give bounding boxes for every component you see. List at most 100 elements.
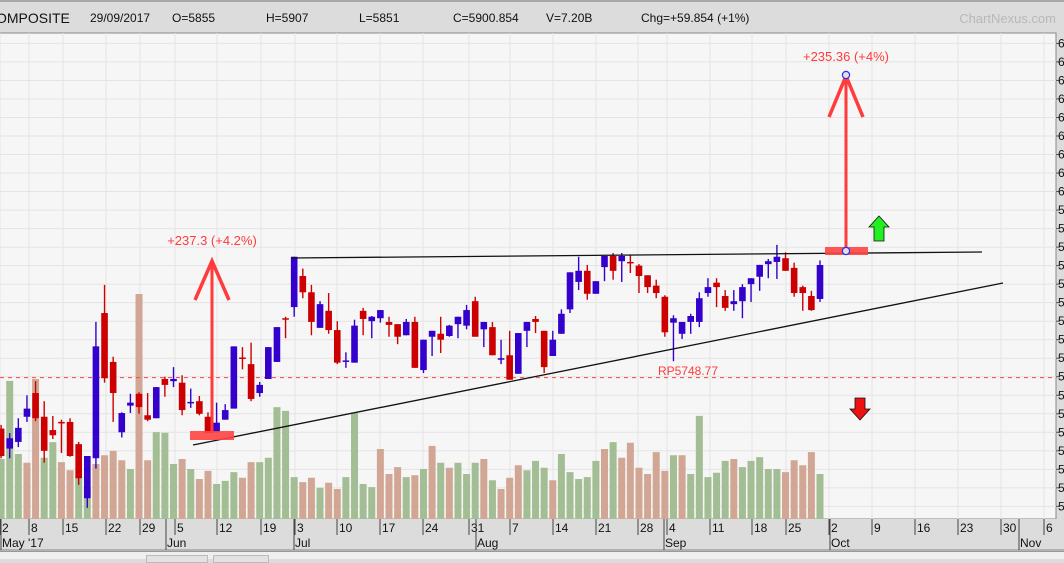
candle <box>808 290 815 311</box>
candle <box>661 295 669 337</box>
candle <box>739 284 746 319</box>
volume-bar <box>557 454 565 519</box>
candle-body <box>325 310 332 331</box>
volume-bar <box>230 472 238 519</box>
candle-body <box>644 275 651 288</box>
volume-bar <box>790 460 798 519</box>
candle <box>256 381 263 397</box>
candle-body <box>385 321 393 325</box>
candle-body <box>463 310 470 326</box>
quote-header: OMPOSITE 29/09/2017 O=5855 H=5907 L=5851… <box>0 2 1064 33</box>
candle-body <box>368 316 376 322</box>
left-measure-arrow[interactable] <box>190 256 234 440</box>
candle-body <box>549 339 557 357</box>
x-tick-label: 2 <box>2 521 9 535</box>
volume-bar <box>816 474 824 519</box>
volume-bar <box>66 470 74 519</box>
candle-body <box>109 361 117 394</box>
candle <box>118 412 126 438</box>
volume-bar <box>282 410 290 519</box>
candle <box>290 256 298 317</box>
volume-bar <box>807 452 815 519</box>
volume-bar <box>773 469 781 519</box>
volume-bar <box>402 477 410 519</box>
candle <box>247 342 255 402</box>
candle-body <box>0 428 5 457</box>
month-label: Sep <box>665 536 687 550</box>
volume-bar <box>488 480 496 519</box>
candle <box>265 347 272 379</box>
y-tick-label: 6100 <box>1058 110 1064 124</box>
candle <box>652 279 660 299</box>
candle <box>187 388 195 408</box>
x-tick-label: 12 <box>219 521 233 535</box>
candle-body <box>221 410 229 420</box>
volume-bar <box>730 459 738 519</box>
volume-bar <box>394 467 402 519</box>
volume-bar <box>178 459 186 519</box>
candle-body <box>678 321 686 334</box>
x-tick-label: 24 <box>425 521 439 535</box>
candle-body <box>532 318 539 322</box>
left-move-label: +237.3 (+4.2%) <box>167 233 257 248</box>
volume-bar <box>454 462 462 519</box>
volume-bar <box>514 465 522 519</box>
candle <box>618 253 626 282</box>
y-axis: 6200 6175 6150 6125 6100 6075 6050 6025 6000 5975… <box>1056 36 1064 513</box>
candle-body <box>420 339 427 371</box>
y-tick-label: 5850 <box>1058 296 1064 310</box>
volume-bar <box>644 474 652 519</box>
candle <box>385 316 393 337</box>
x-tick-label: 11 <box>712 521 725 535</box>
right-measure-arrow[interactable] <box>825 70 868 256</box>
x-tick-label: 21 <box>598 521 612 535</box>
support-trendline[interactable] <box>192 282 1004 446</box>
green-up-arrow-icon <box>868 215 890 242</box>
price-chart[interactable]: 6200617561506125610060756050602560005975… <box>0 0 1064 551</box>
candle-body <box>265 347 272 379</box>
x-tick-label: 5 <box>177 521 184 535</box>
candle <box>756 264 763 291</box>
candle <box>316 301 324 328</box>
candle <box>127 393 134 414</box>
candle <box>704 278 712 297</box>
volume-bar <box>687 474 695 519</box>
x-tick-label: 31 <box>471 521 485 535</box>
candle-body <box>170 378 177 382</box>
candle-body <box>351 325 358 363</box>
candle-body <box>333 330 341 363</box>
candle-body <box>627 261 634 264</box>
candle <box>506 330 513 380</box>
candle-body <box>84 456 91 499</box>
candle <box>196 396 203 416</box>
candle-body <box>497 358 505 360</box>
candle <box>558 309 565 334</box>
candle <box>161 376 169 397</box>
reference-price-label: RP5748.77 <box>658 364 718 378</box>
candle <box>221 404 229 420</box>
toolbar-tab[interactable] <box>146 555 208 563</box>
candle-body <box>808 296 815 311</box>
volume-bar <box>23 462 31 519</box>
target-handle[interactable] <box>841 70 851 80</box>
volume-bar <box>523 470 531 519</box>
candle-body <box>480 321 488 330</box>
candle <box>299 268 307 299</box>
volume-bar <box>14 454 22 519</box>
anchor-handle[interactable] <box>841 246 851 256</box>
y-tick-label: 5625 <box>1058 462 1064 476</box>
volume-bar <box>126 469 134 519</box>
candle-body <box>782 258 789 271</box>
volume-bar <box>419 469 427 519</box>
candle <box>23 395 31 422</box>
candle <box>446 324 453 337</box>
candle <box>764 258 772 279</box>
volume-bar <box>652 452 660 519</box>
candle <box>489 321 496 356</box>
candle <box>273 327 281 362</box>
candle-body <box>446 325 453 337</box>
volume-bar <box>221 480 229 519</box>
toolbar-tab[interactable] <box>213 555 269 563</box>
candle <box>15 418 22 448</box>
candle <box>515 333 522 374</box>
